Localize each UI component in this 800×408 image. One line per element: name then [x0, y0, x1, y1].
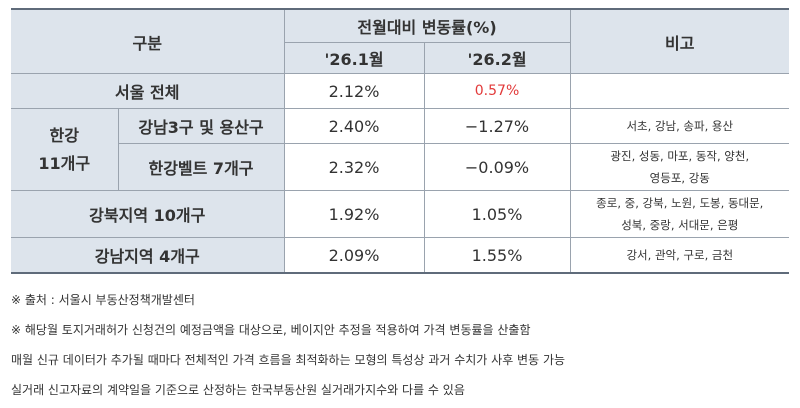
row-seoul-jan: 2.12% — [283, 73, 425, 109]
row-gangnam3-label: 강남3구 및 용산구 — [117, 108, 285, 144]
footnote-difference: 실거래 신고자료의 계약일을 기준으로 산정하는 한국부동산원 실거래가지수와 … — [11, 383, 465, 397]
row-gangbuk-feb: 1.05% — [423, 190, 571, 238]
row-hanbelt-label: 한강벨트 7개구 — [118, 143, 285, 191]
row-hanbelt-note: 광진, 성동, 마포, 동작, 양천, 영등포, 강동 — [569, 143, 790, 191]
header-category: 구분 — [11, 8, 285, 74]
row-han-group-label: 한강 11개구 — [11, 108, 119, 191]
header-remarks: 비고 — [569, 8, 790, 74]
price-change-table: 구분 전월대비 변동률(%) 비고 '26.1월 '26.2월 서울 전체 2.… — [11, 8, 790, 274]
row-hanbelt-jan: 2.32% — [283, 143, 425, 191]
header-feb: '26.2월 — [423, 42, 571, 74]
row-gangnam4-feb: 1.55% — [423, 237, 571, 274]
header-change-group: 전월대비 변동률(%) — [283, 8, 571, 43]
row-gangbuk-label: 강북지역 10개구 — [11, 190, 285, 238]
row-seoul-feb: 0.57% — [423, 73, 571, 109]
row-seoul-note — [569, 73, 790, 109]
row-hanbelt-feb: −0.09% — [423, 143, 571, 191]
row-gangbuk-jan: 1.92% — [283, 190, 425, 238]
row-gangnam3-jan: 2.40% — [283, 108, 425, 144]
row-gangbuk-note: 종로, 중, 강북, 노원, 도봉, 동대문, 성북, 중랑, 서대문, 은평 — [569, 190, 790, 238]
footnote-source: ※ 출처 : 서울시 부동산정책개발센터 — [11, 293, 195, 307]
footnote-revision: 매월 신규 데이터가 추가될 때마다 전체적인 가격 흐름을 최적화하는 모형의… — [11, 353, 566, 367]
row-gangnam3-note: 서초, 강남, 송파, 용산 — [569, 108, 790, 144]
footnote-method: ※ 해당월 토지거래허가 신청건의 예정금액을 대상으로, 베이지안 추정을 적… — [11, 323, 531, 337]
row-gangnam3-feb: −1.27% — [423, 108, 571, 144]
row-gangnam4-jan: 2.09% — [283, 237, 425, 274]
row-seoul-label: 서울 전체 — [11, 73, 285, 109]
row-gangnam4-label: 강남지역 4개구 — [11, 237, 285, 274]
row-gangnam4-note: 강서, 관악, 구로, 금천 — [569, 237, 790, 274]
header-jan: '26.1월 — [284, 42, 425, 74]
